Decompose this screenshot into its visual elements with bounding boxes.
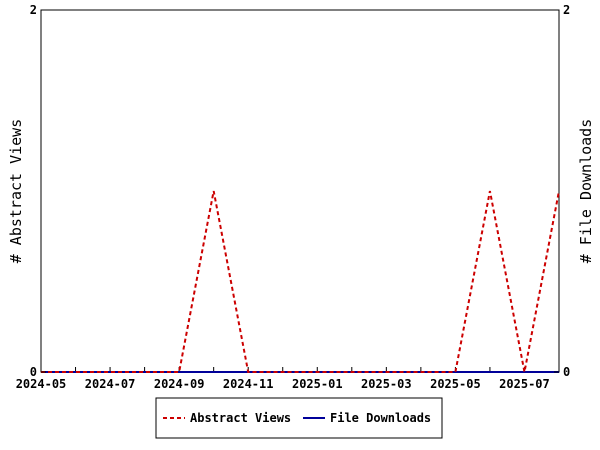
x-tick-label: 2024-09	[154, 377, 205, 391]
x-tick-label: 2024-05	[16, 377, 67, 391]
y-left-tick-label: 0	[30, 365, 37, 379]
y-right-tick-label: 2	[563, 3, 570, 17]
x-tick-label: 2025-05	[430, 377, 481, 391]
series-line-abstract-views	[41, 190, 560, 373]
legend: Abstract Views File Downloads	[155, 397, 443, 439]
y-left-tick-label: 2	[30, 3, 37, 17]
y-axis-left-title: # Abstract Views	[7, 119, 25, 264]
legend-label-abstract-views: Abstract Views	[190, 411, 291, 425]
x-tick-label: 2025-03	[361, 377, 412, 391]
x-tick-label: 2024-11	[223, 377, 274, 391]
legend-box	[155, 397, 443, 439]
x-tick-label: 2025-01	[292, 377, 343, 391]
legend-label-file-downloads: File Downloads	[330, 411, 431, 425]
x-tick-label: 2025-07	[499, 377, 550, 391]
series-layer	[40, 190, 560, 373]
y-axis-right-title: # File Downloads	[577, 119, 595, 264]
y-right-tick-label: 0	[563, 365, 570, 379]
plot-area-frame	[40, 9, 560, 373]
x-tick-labels: 2024-05 2024-07 2024-09 2024-11 2025-01 2025-…	[16, 377, 550, 391]
x-tick-label: 2024-07	[85, 377, 136, 391]
y-tick-labels: 0 2 0 2	[30, 3, 570, 379]
